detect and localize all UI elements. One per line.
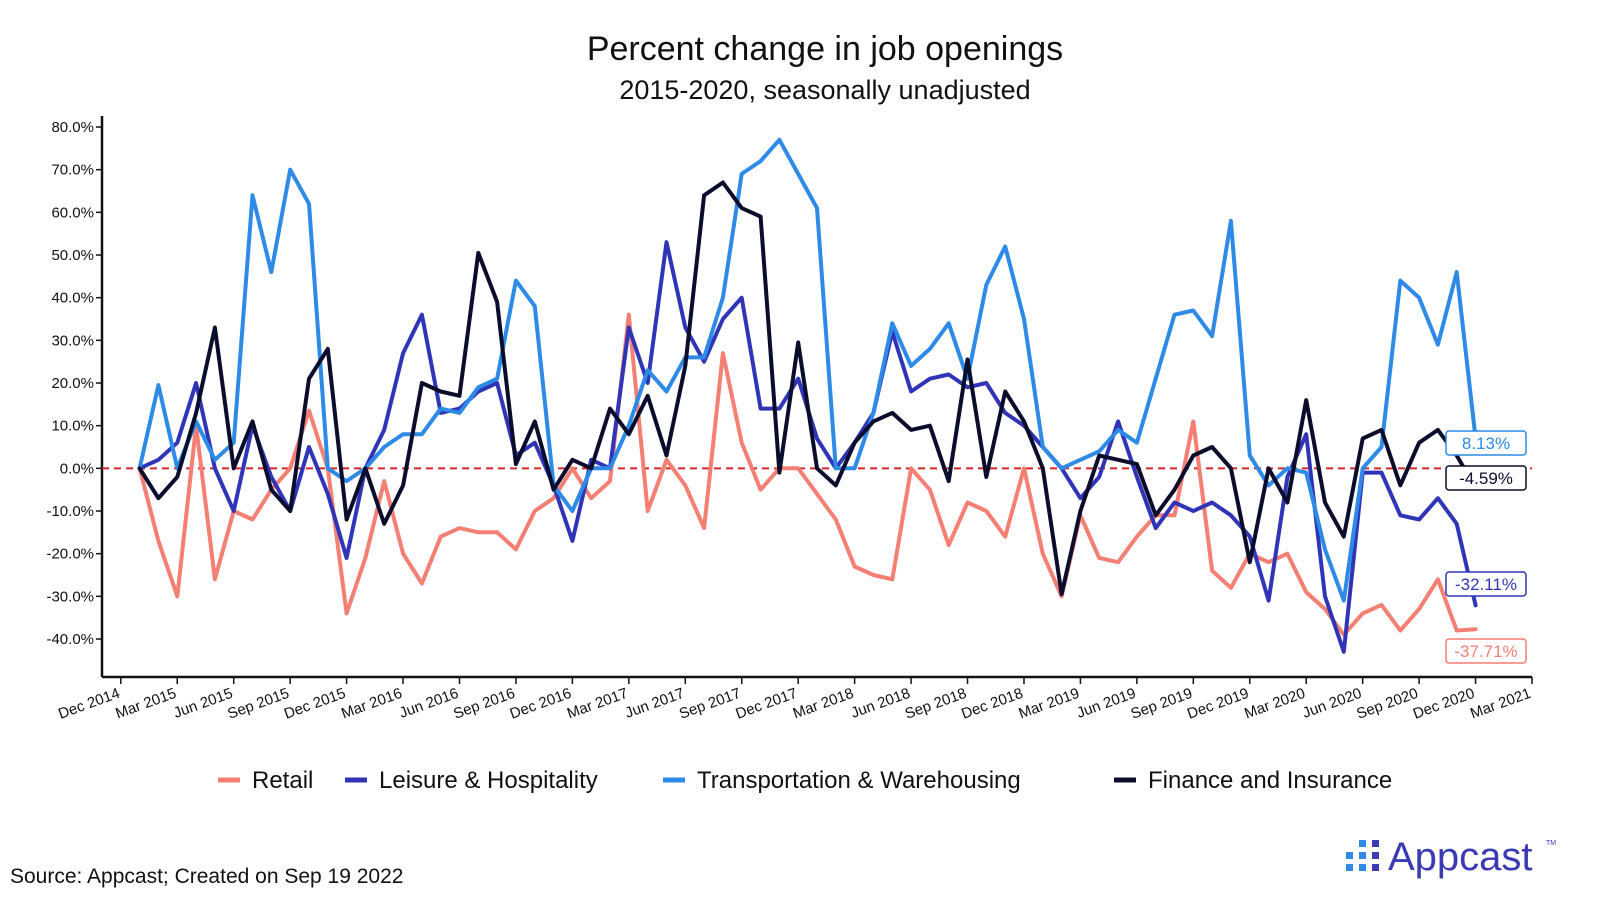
x-tick-label: Mar 2019 bbox=[1016, 685, 1081, 723]
y-tick-label: 60.0% bbox=[51, 204, 94, 221]
brand-dot bbox=[1372, 840, 1379, 847]
x-tick-label: Jun 2020 bbox=[1300, 685, 1364, 722]
series-lines bbox=[137, 137, 1497, 654]
x-tick-label: Jun 2018 bbox=[849, 685, 913, 722]
x-tick-label: Dec 2020 bbox=[1411, 685, 1477, 723]
x-tick-label: Dec 2015 bbox=[282, 685, 348, 723]
end-label: -32.11% bbox=[1445, 571, 1527, 597]
source-note: Source: Appcast; Created on Sep 19 2022 bbox=[10, 865, 403, 888]
y-tick-label: 0.0% bbox=[60, 460, 94, 477]
legend-item: Transportation & Warehousing bbox=[663, 767, 1021, 794]
end-label-text: -32.11% bbox=[1455, 575, 1517, 594]
x-tick-label: Mar 2015 bbox=[113, 685, 178, 723]
brand-dot bbox=[1346, 852, 1353, 859]
axes bbox=[96, 116, 1533, 684]
y-tick-label: 50.0% bbox=[51, 247, 94, 264]
legend-item: Finance and Insurance bbox=[1114, 767, 1392, 794]
y-tick-label: -10.0% bbox=[46, 503, 94, 520]
brand-trademark: TM bbox=[1546, 840, 1556, 847]
chart-title: Percent change in job openings bbox=[587, 30, 1063, 68]
brand-dot bbox=[1359, 840, 1366, 847]
end-label-text: -4.59% bbox=[1459, 469, 1513, 488]
series-line-2 bbox=[137, 137, 1497, 603]
y-tick-label: 30.0% bbox=[51, 332, 94, 349]
x-tick-label: Sep 2017 bbox=[677, 685, 743, 723]
y-tick-label: 10.0% bbox=[51, 418, 94, 435]
end-label-text: -37.71% bbox=[1454, 642, 1517, 661]
x-tick-label: Mar 2018 bbox=[791, 685, 856, 723]
y-tick-label: 80.0% bbox=[51, 119, 94, 136]
brand-dot bbox=[1372, 852, 1379, 859]
legend-item: Leisure & Hospitality bbox=[345, 767, 598, 794]
y-axis-tick-labels: 80.0% 70.0% 60.0% 50.0% 40.0% 30.0% 20.0% 10.0%… bbox=[46, 119, 94, 648]
legend-label: Retail bbox=[252, 767, 313, 794]
x-tick-label: Jun 2016 bbox=[397, 685, 461, 722]
x-tick-label: Dec 2017 bbox=[733, 685, 799, 723]
y-tick-label: 40.0% bbox=[51, 290, 94, 307]
legend-label: Leisure & Hospitality bbox=[379, 767, 598, 794]
series-line-3 bbox=[137, 180, 1478, 597]
x-tick-label: Dec 2019 bbox=[1185, 685, 1251, 723]
x-tick-label: Mar 2020 bbox=[1242, 685, 1307, 723]
x-tick-label: Sep 2016 bbox=[451, 685, 517, 723]
brand-dot bbox=[1346, 864, 1353, 871]
legend-item: Retail bbox=[218, 767, 313, 794]
x-tick-label: Sep 2019 bbox=[1129, 685, 1195, 723]
x-tick-label: Jun 2017 bbox=[623, 685, 687, 722]
brand-dot bbox=[1372, 864, 1379, 871]
brand-dot bbox=[1359, 852, 1366, 859]
y-tick-label: 20.0% bbox=[51, 375, 94, 392]
x-tick-label: Mar 2016 bbox=[339, 685, 404, 723]
y-tick-label: -20.0% bbox=[46, 546, 94, 563]
x-tick-label: Mar 2021 bbox=[1468, 685, 1533, 723]
appcast-logo: Appcast TM bbox=[1346, 835, 1556, 879]
x-tick-label: Dec 2014 bbox=[56, 685, 122, 723]
chart-subtitle: 2015-2020, seasonally unadjusted bbox=[619, 75, 1030, 105]
end-label: -4.59% bbox=[1445, 465, 1527, 491]
x-tick-label: Sep 2018 bbox=[903, 685, 969, 723]
legend-label: Transportation & Warehousing bbox=[697, 767, 1021, 794]
x-tick-label: Jun 2015 bbox=[171, 685, 235, 722]
x-tick-label: Sep 2020 bbox=[1354, 685, 1420, 723]
y-tick-label: -40.0% bbox=[46, 631, 94, 648]
series-end-labels: 8.13% -4.59% -32.11% -37.71% bbox=[1445, 430, 1527, 664]
legend-label: Finance and Insurance bbox=[1148, 767, 1392, 794]
brand-name: Appcast bbox=[1388, 835, 1533, 879]
y-tick-label: -30.0% bbox=[46, 588, 94, 605]
x-tick-label: Dec 2018 bbox=[959, 685, 1025, 723]
legend: Retail Leisure & Hospitality Transportatio… bbox=[218, 767, 1392, 794]
appcast-dots-icon bbox=[1346, 840, 1379, 871]
end-label: -37.71% bbox=[1445, 638, 1527, 664]
x-tick-label: Jun 2019 bbox=[1074, 685, 1138, 722]
x-tick-label: Sep 2015 bbox=[225, 685, 291, 723]
end-label: 8.13% bbox=[1445, 430, 1527, 456]
x-tick-label: Dec 2016 bbox=[508, 685, 574, 723]
end-label-text: 8.13% bbox=[1462, 434, 1510, 453]
brand-dot bbox=[1359, 864, 1366, 871]
y-tick-label: 70.0% bbox=[51, 162, 94, 179]
x-tick-label: Mar 2017 bbox=[565, 685, 630, 723]
